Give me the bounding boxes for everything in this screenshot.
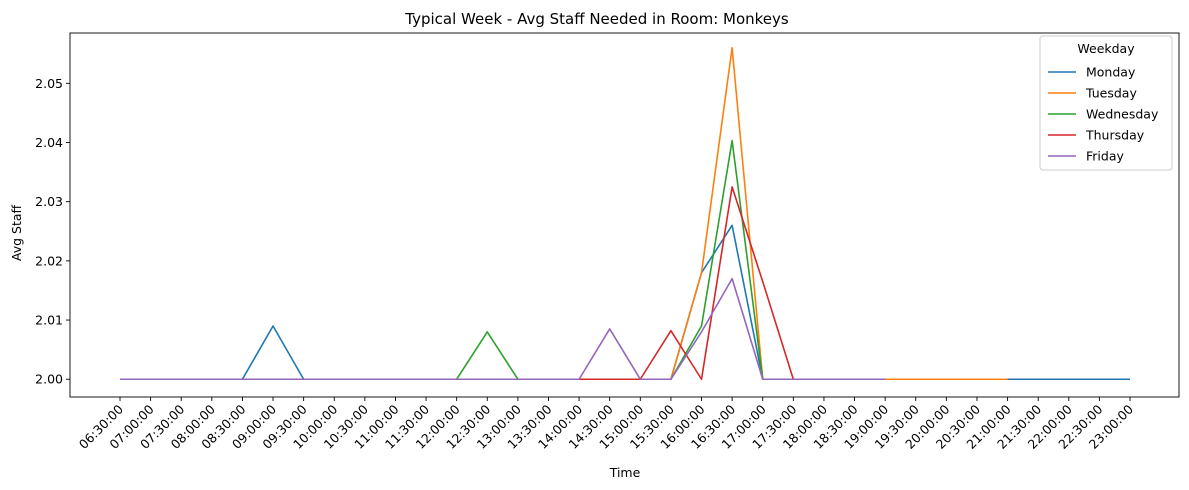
series-line-thursday: [120, 186, 824, 381]
legend-box: [1039, 35, 1173, 171]
legend-title: Weekday: [1077, 41, 1135, 56]
legend: Weekday Monday Tuesday Wednesday Thursday Fri…: [1039, 35, 1173, 171]
y-tick-label: 2.04: [35, 135, 63, 150]
y-axis-label: Avg Staff: [9, 204, 24, 261]
y-tick-label: 2.01: [35, 313, 63, 328]
series-line-monday: [120, 224, 1130, 381]
legend-label-thursday: Thursday: [1085, 128, 1145, 143]
legend-label-monday: Monday: [1086, 65, 1136, 80]
y-tick-label: 2.03: [35, 194, 63, 209]
legend-label-friday: Friday: [1086, 149, 1124, 164]
chart-title: Typical Week - Avg Staff Needed in Room:…: [404, 10, 789, 28]
y-tick-label: 2.05: [35, 76, 63, 91]
legend-label-tuesday: Tuesday: [1085, 86, 1137, 101]
series-line-tuesday: [120, 47, 1008, 381]
plot-frame: [69, 32, 1180, 398]
legend-label-wednesday: Wednesday: [1086, 107, 1159, 122]
plot-area: 06:30:0007:00:0007:30:0008:00:0008:30:00…: [35, 32, 1180, 452]
series-line-wednesday: [120, 139, 886, 381]
y-tick-label: 2.02: [35, 253, 63, 268]
x-axis-label: Time: [609, 465, 641, 480]
series-line-friday: [120, 277, 886, 381]
y-tick-label: 2.00: [35, 372, 63, 387]
